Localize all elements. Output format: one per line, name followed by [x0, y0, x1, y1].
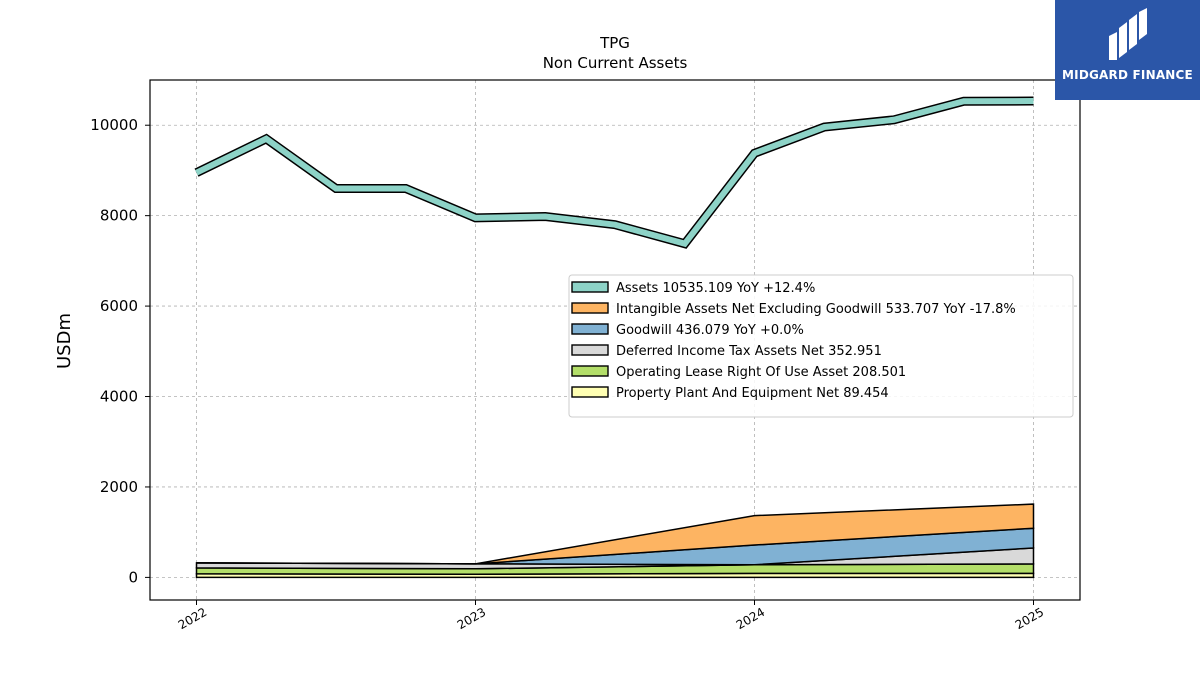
legend-label: Assets 10535.109 YoY +12.4%: [616, 281, 815, 296]
x-axis-ticks: 2022 2023 2024 2025: [176, 600, 1046, 632]
y-tick-label: 0: [128, 568, 138, 586]
legend-swatch: [571, 365, 609, 377]
legend-swatch: [571, 344, 609, 356]
legend-label: Intangible Assets Net Excluding Goodwill…: [616, 302, 1016, 317]
chart-title: TPG: [599, 34, 630, 52]
brand-logo: MIDGARD FINANCE: [1055, 0, 1200, 100]
midgard-logo-icon: [1109, 8, 1147, 60]
y-axis-ticks: 0 2000 4000 6000 8000 10000: [90, 116, 150, 586]
legend: Assets 10535.109 YoY +12.4% Intangible As…: [568, 274, 1074, 418]
y-tick-label: 10000: [90, 116, 138, 134]
legend-swatch: [571, 386, 609, 398]
y-tick-label: 8000: [100, 207, 138, 225]
y-tick-label: 6000: [100, 297, 138, 315]
legend-label: Property Plant And Equipment Net 89.454: [616, 386, 889, 401]
x-tick-label: 2022: [176, 605, 209, 632]
legend-swatch: [571, 302, 609, 314]
x-tick-label: 2024: [734, 605, 767, 632]
x-tick-label: 2025: [1013, 605, 1046, 632]
legend-label: Operating Lease Right Of Use Asset 208.5…: [616, 365, 906, 380]
y-axis-label: USDm: [54, 313, 75, 369]
legend-swatch: [571, 281, 609, 293]
legend-swatch: [571, 323, 609, 335]
plot-frame: [149, 79, 1081, 601]
y-tick-label: 4000: [100, 388, 138, 406]
brand-name: MIDGARD FINANCE: [1062, 68, 1193, 82]
x-tick-label: 2023: [455, 605, 488, 632]
legend-label: Goodwill 436.079 YoY +0.0%: [616, 323, 804, 338]
assets-line: [195, 98, 1034, 248]
chart-subtitle: Non Current Assets: [543, 54, 688, 72]
area-intangible-assets-net-excluding-goodwill: [196, 503, 1035, 565]
assets-series: [194, 96, 1034, 249]
y-tick-label: 2000: [100, 478, 138, 496]
legend-box: [568, 274, 1074, 418]
legend-label: Deferred Income Tax Assets Net 352.951: [616, 344, 882, 359]
stacked-areas: [195, 503, 1035, 579]
